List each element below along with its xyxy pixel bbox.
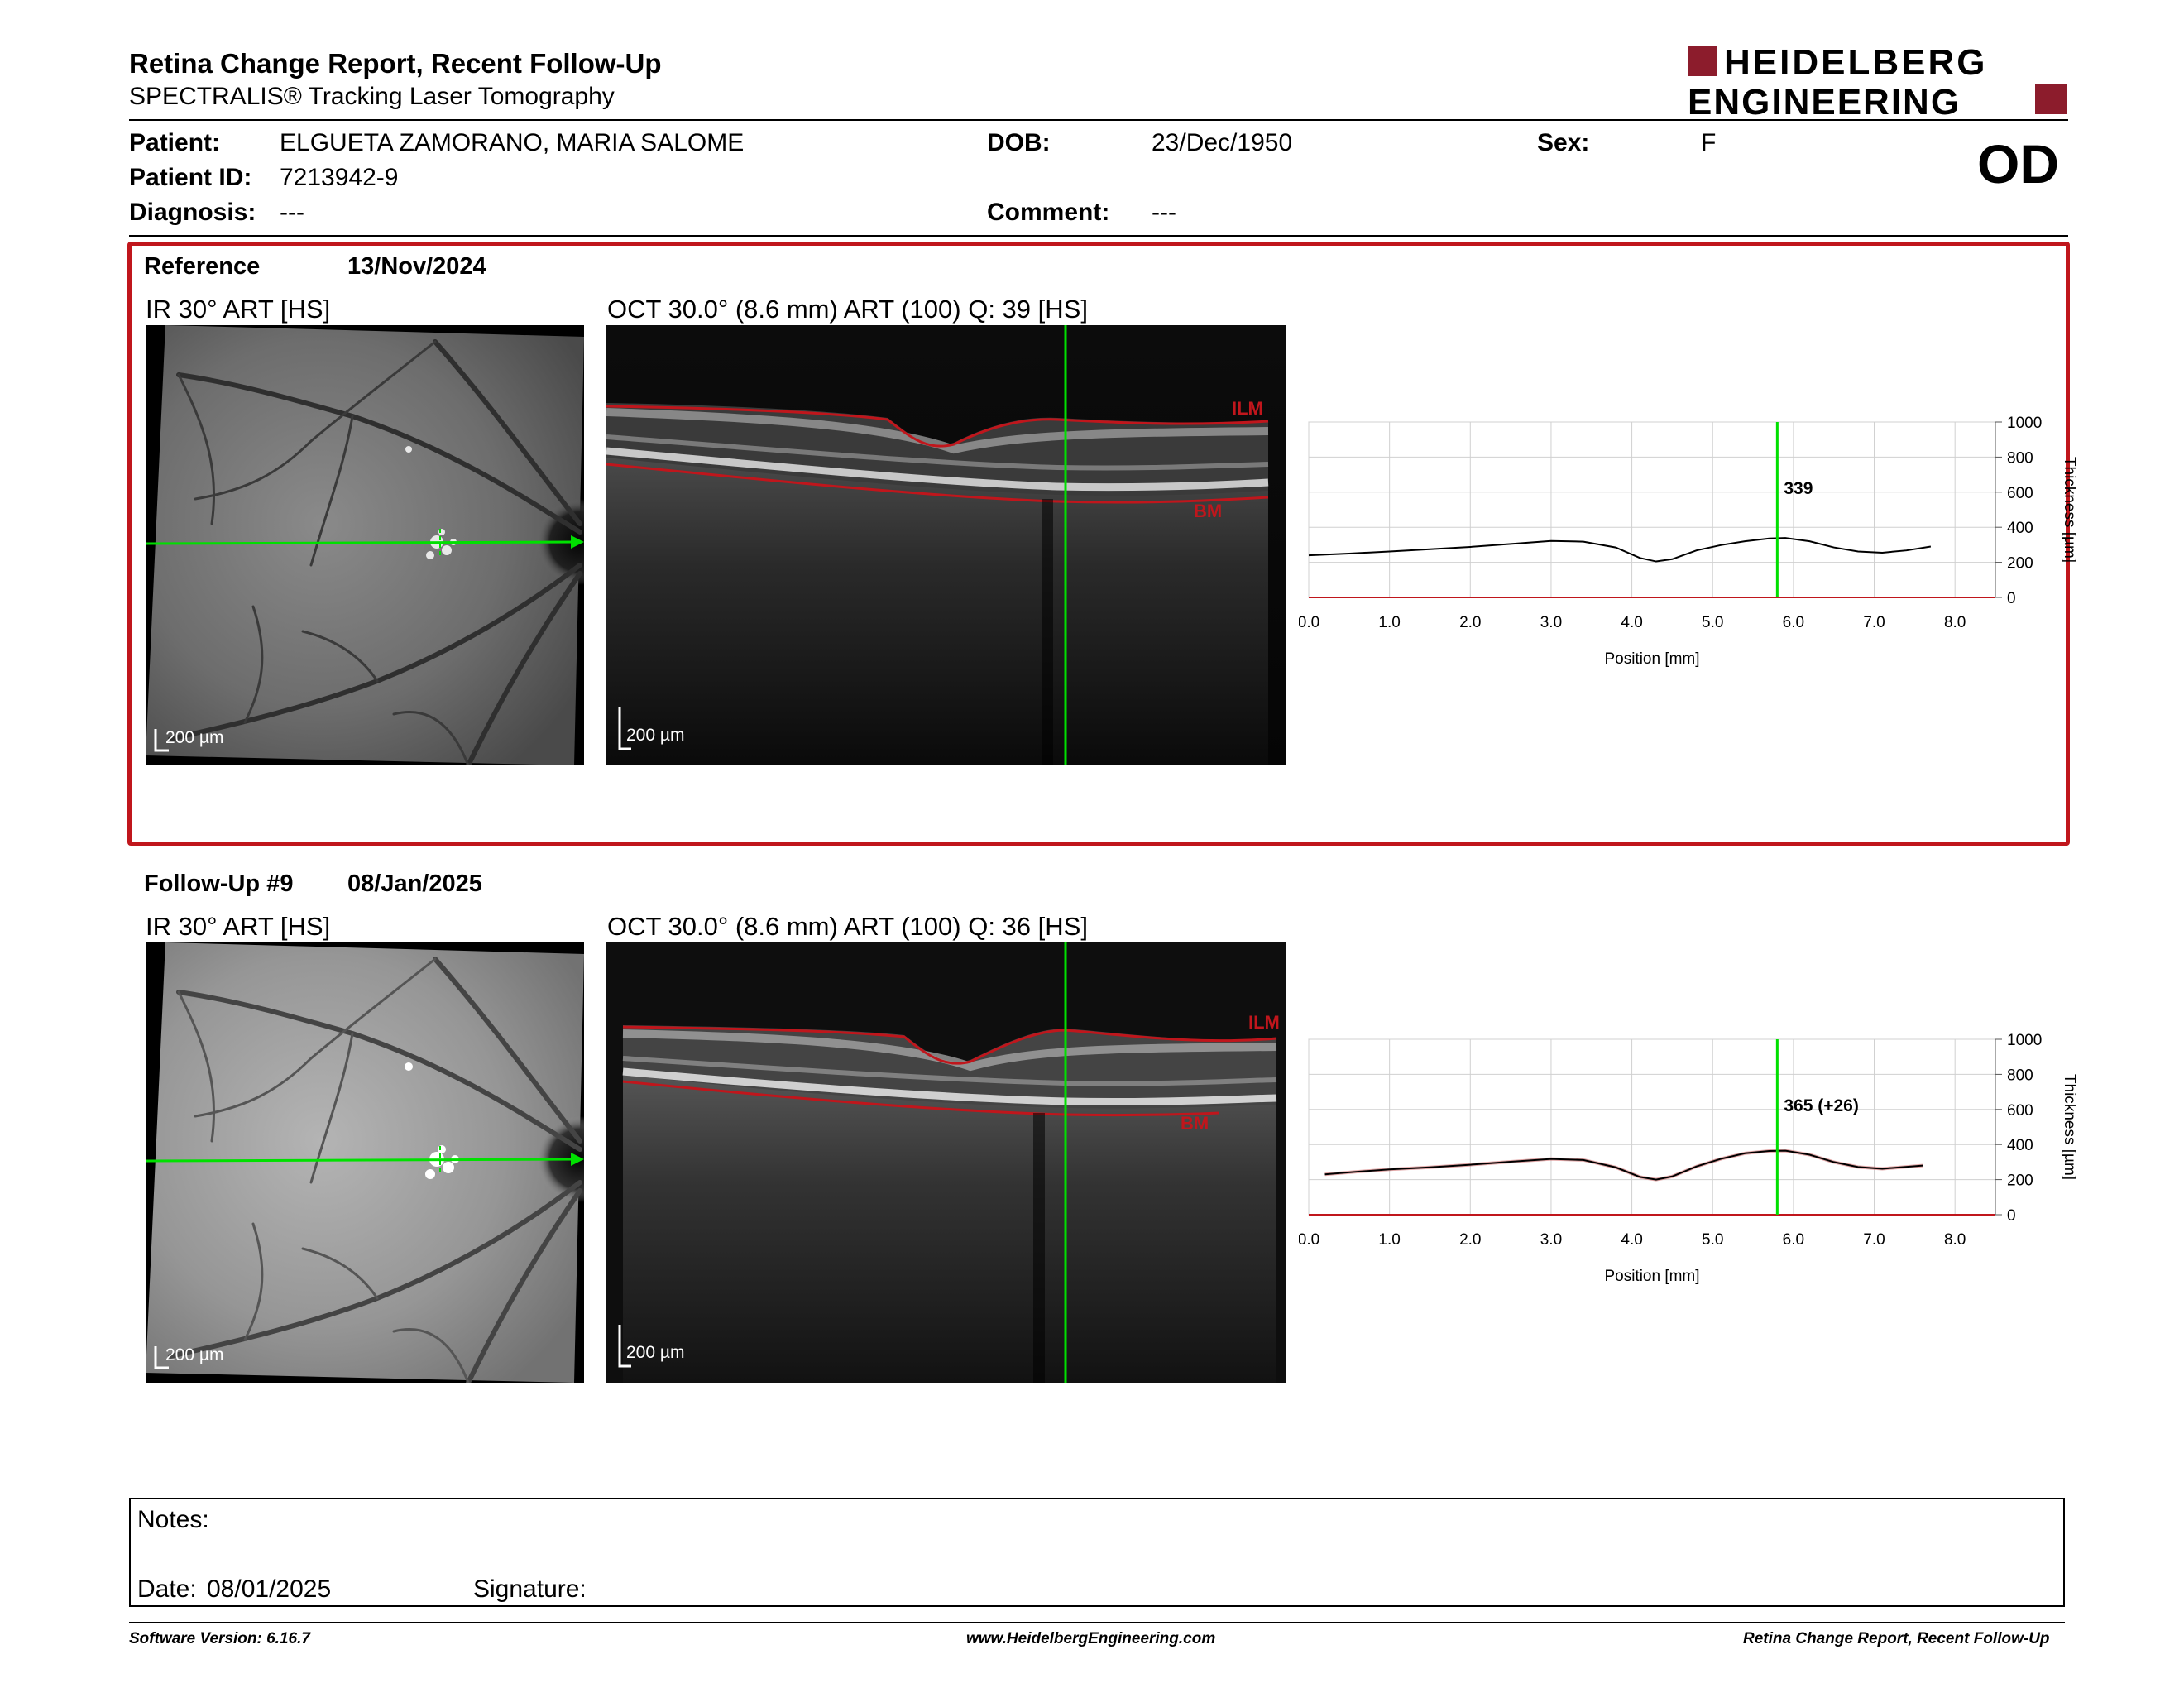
patient-id-label: Patient ID: <box>129 164 252 191</box>
diagnosis-label: Diagnosis: <box>129 199 256 226</box>
report-title: Retina Change Report, Recent Follow-Up <box>129 48 662 79</box>
x-tick-label: 6.0 <box>1783 1231 1804 1249</box>
x-tick-label: 8.0 <box>1944 614 1966 631</box>
thickness-series-line <box>1308 537 1932 563</box>
followup-oct-image: ILM BM 200 µm <box>606 942 1286 1383</box>
plot-area <box>1308 1038 1996 1216</box>
software-version: Software Version: 6.16.7 <box>129 1630 310 1647</box>
x-axis-title: Position [mm] <box>1604 1268 1699 1285</box>
plot-area <box>1308 421 1996 598</box>
x-tick-label: 1.0 <box>1378 1231 1400 1249</box>
reference-oct-scale: 200 µm <box>626 726 685 745</box>
reference-date: 13/Nov/2024 <box>347 253 486 280</box>
patient-name: ELGUETA ZAMORANO, MARIA SALOME <box>280 129 745 156</box>
x-tick-label: 4.0 <box>1621 1231 1642 1249</box>
signature-label: Signature: <box>473 1575 587 1603</box>
y-tick-label: 800 <box>2007 449 2033 467</box>
dob-value: 23/Dec/1950 <box>1152 129 1293 156</box>
reference-thickness-chart: 0 200 400 600 800 1000 0.0 1.0 2.0 3.0 4.0 5.0 6.0 7.… <box>1298 405 2085 687</box>
x-tick-label: 3.0 <box>1540 614 1562 631</box>
comment-value: --- <box>1152 199 1176 226</box>
y-tick-label: 200 <box>2007 555 2033 573</box>
reference-oct-image: ILM BM 200 µm <box>606 325 1286 765</box>
patient-id-value: 7213942-9 <box>280 164 399 191</box>
x-tick-label: 0.0 <box>1299 614 1320 631</box>
y-tick-label: 600 <box>2007 485 2033 502</box>
reference-label: Reference <box>144 253 261 280</box>
reference-frame <box>127 242 2070 846</box>
y-tick-label: 0 <box>2007 590 2016 607</box>
diagnosis-value: --- <box>280 199 304 226</box>
followup-thickness-chart: 0 200 400 600 800 1000 0.0 1.0 2.0 3.0 4.0 5.0 6.0 7.… <box>1298 1023 2085 1304</box>
dob-label: DOB: <box>987 129 1051 156</box>
notes-label: Notes: <box>137 1506 209 1533</box>
x-axis-title: Position [mm] <box>1604 650 1699 668</box>
date-label: Date: <box>137 1575 197 1603</box>
patient-divider <box>129 235 2068 237</box>
sex-value: F <box>1701 129 1717 156</box>
y-tick-label: 400 <box>2007 1137 2033 1154</box>
comment-label: Comment: <box>987 199 1110 226</box>
y-axis-title: Thickness [µm] <box>2061 1074 2078 1180</box>
reference-ilm-label: ILM <box>1232 398 1263 419</box>
followup-label: Follow-Up #9 <box>144 870 294 897</box>
y-tick-label: 600 <box>2007 1102 2033 1120</box>
cursor-value-label: 365 (+26) <box>1784 1096 1858 1115</box>
heidelberg-logo: HEIDELBERG ENGINEERING <box>1688 42 2068 122</box>
footer-divider <box>129 1622 2065 1623</box>
reference-ir-caption: IR 30° ART [HS] <box>146 295 331 324</box>
followup-oct-caption: OCT 30.0° (8.6 mm) ART (100) Q: 36 [HS] <box>607 912 1088 941</box>
x-tick-label: 2.0 <box>1459 614 1481 631</box>
x-tick-label: 5.0 <box>1702 1231 1723 1249</box>
footer-report-title: Retina Change Report, Recent Follow-Up <box>1743 1630 2050 1647</box>
y-tick-label: 200 <box>2007 1172 2033 1190</box>
reference-oct-caption: OCT 30.0° (8.6 mm) ART (100) Q: 39 [HS] <box>607 295 1088 324</box>
sex-label: Sex: <box>1537 129 1590 156</box>
cursor-value-label: 339 <box>1784 479 1813 498</box>
reference-ir-image: 200 µm <box>146 325 584 765</box>
logo-text-2: ENGINEERING <box>1688 82 1961 116</box>
followup-ir-caption: IR 30° ART [HS] <box>146 912 331 941</box>
x-tick-label: 3.0 <box>1540 1231 1562 1249</box>
y-tick-label: 1000 <box>2007 415 2042 432</box>
x-tick-label: 2.0 <box>1459 1231 1481 1249</box>
x-tick-label: 8.0 <box>1944 1231 1966 1249</box>
y-tick-label: 0 <box>2007 1207 2016 1225</box>
reference-bm-label: BM <box>1194 501 1222 521</box>
logo-text-1: HEIDELBERG <box>1724 46 1987 83</box>
x-tick-label: 7.0 <box>1863 614 1885 631</box>
y-axis-title: Thickness [µm] <box>2061 457 2078 563</box>
eye-indicator: OD <box>1977 133 2059 194</box>
y-tick-label: 800 <box>2007 1067 2033 1084</box>
patient-label: Patient: <box>129 129 221 156</box>
reference-ir-scale: 200 µm <box>165 728 224 747</box>
followup-ir-scale: 200 µm <box>165 1345 224 1364</box>
thickness-series-line <box>1324 1149 1923 1181</box>
x-tick-label: 7.0 <box>1863 1231 1885 1249</box>
x-tick-label: 1.0 <box>1378 614 1400 631</box>
x-tick-label: 5.0 <box>1702 614 1723 631</box>
header-divider <box>129 119 2068 121</box>
x-tick-label: 6.0 <box>1783 614 1804 631</box>
x-tick-label: 0.0 <box>1299 1231 1320 1249</box>
followup-ir-image: 200 µm <box>146 942 584 1383</box>
report-subtitle: SPECTRALIS® Tracking Laser Tomography <box>129 83 615 110</box>
date-value: 08/01/2025 <box>207 1575 332 1603</box>
website-link[interactable]: www.HeidelbergEngineering.com <box>966 1630 1216 1647</box>
followup-oct-scale: 200 µm <box>626 1343 685 1362</box>
y-tick-label: 1000 <box>2007 1032 2042 1049</box>
y-tick-label: 400 <box>2007 520 2033 537</box>
followup-bm-label: BM <box>1181 1113 1209 1134</box>
followup-date: 08/Jan/2025 <box>347 870 482 897</box>
x-tick-label: 4.0 <box>1621 614 1642 631</box>
notes-box[interactable]: Notes: Date: 08/01/2025 Signature: <box>129 1498 2065 1607</box>
followup-ilm-label: ILM <box>1248 1012 1280 1033</box>
